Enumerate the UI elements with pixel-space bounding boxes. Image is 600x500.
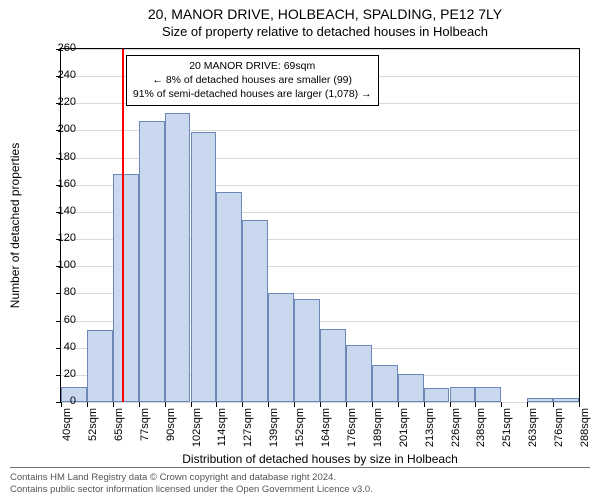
annotation-line3: 91% of semi-detached houses are larger (…: [133, 87, 372, 101]
bar: [139, 121, 165, 402]
license-text: Contains HM Land Registry data © Crown c…: [10, 467, 590, 496]
x-tick-mark: [424, 402, 425, 407]
bar: [165, 113, 191, 402]
x-axis-label: Distribution of detached houses by size …: [60, 452, 580, 466]
y-tick-label: 0: [36, 396, 76, 407]
bar: [475, 387, 501, 402]
bar: [320, 329, 346, 402]
x-tick-label: 102sqm: [191, 408, 203, 458]
plot-area: 20 MANOR DRIVE: 69sqm ← 8% of detached h…: [60, 48, 580, 403]
bar: [113, 174, 139, 402]
x-tick-mark: [450, 402, 451, 407]
x-tick-label: 139sqm: [268, 408, 280, 458]
x-tick-mark: [113, 402, 114, 407]
bar: [294, 299, 320, 402]
x-tick-label: 238sqm: [475, 408, 487, 458]
x-tick-mark: [191, 402, 192, 407]
bar: [450, 387, 476, 402]
y-tick-label: 200: [36, 124, 76, 135]
bar: [527, 398, 553, 402]
y-tick-label: 40: [36, 342, 76, 353]
license-line1: Contains HM Land Registry data © Crown c…: [10, 472, 590, 484]
y-tick-label: 60: [36, 315, 76, 326]
x-tick-mark: [165, 402, 166, 407]
bar: [87, 330, 113, 402]
bar: [216, 192, 242, 402]
y-tick-label: 260: [36, 43, 76, 54]
x-tick-mark: [139, 402, 140, 407]
y-tick-label: 120: [36, 233, 76, 244]
x-tick-label: 114sqm: [216, 408, 228, 458]
x-tick-label: 52sqm: [87, 408, 99, 458]
chart-title-main: 20, MANOR DRIVE, HOLBEACH, SPALDING, PE1…: [60, 6, 590, 22]
x-tick-label: 201sqm: [398, 408, 410, 458]
y-tick-label: 100: [36, 260, 76, 271]
bar: [191, 132, 217, 402]
chart-title-sub: Size of property relative to detached ho…: [60, 24, 590, 39]
x-tick-label: 176sqm: [346, 408, 358, 458]
bar: [242, 220, 268, 402]
x-tick-label: 251sqm: [501, 408, 513, 458]
bar: [372, 365, 398, 402]
x-tick-label: 40sqm: [61, 408, 73, 458]
y-tick-label: 140: [36, 206, 76, 217]
annotation-line1: 20 MANOR DRIVE: 69sqm: [133, 59, 372, 73]
y-axis-label: Number of detached properties: [8, 0, 24, 48]
x-tick-mark: [216, 402, 217, 407]
x-tick-label: 263sqm: [527, 408, 539, 458]
y-tick-label: 160: [36, 179, 76, 190]
x-tick-mark: [475, 402, 476, 407]
x-tick-mark: [268, 402, 269, 407]
bar: [268, 293, 294, 402]
x-tick-mark: [242, 402, 243, 407]
annotation-line2: ← 8% of detached houses are smaller (99): [133, 73, 372, 87]
x-tick-label: 77sqm: [139, 408, 151, 458]
x-tick-mark: [553, 402, 554, 407]
x-tick-label: 276sqm: [553, 408, 565, 458]
x-tick-label: 288sqm: [579, 408, 591, 458]
x-tick-label: 65sqm: [113, 408, 125, 458]
x-tick-mark: [294, 402, 295, 407]
x-tick-label: 226sqm: [450, 408, 462, 458]
y-tick-label: 180: [36, 152, 76, 163]
y-tick-label: 220: [36, 97, 76, 108]
x-tick-label: 152sqm: [294, 408, 306, 458]
y-tick-label: 80: [36, 287, 76, 298]
bar: [398, 374, 424, 403]
bar: [553, 398, 579, 402]
bar: [424, 388, 450, 402]
x-tick-mark: [87, 402, 88, 407]
x-tick-mark: [398, 402, 399, 407]
x-tick-label: 189sqm: [372, 408, 384, 458]
y-tick-label: 240: [36, 70, 76, 81]
x-tick-mark: [346, 402, 347, 407]
bar: [346, 345, 372, 402]
license-line2: Contains public sector information licen…: [10, 484, 590, 496]
x-tick-label: 127sqm: [242, 408, 254, 458]
annotation-box: 20 MANOR DRIVE: 69sqm ← 8% of detached h…: [126, 55, 379, 106]
x-tick-mark: [579, 402, 580, 407]
x-tick-mark: [527, 402, 528, 407]
y-tick-label: 20: [36, 369, 76, 380]
x-tick-mark: [501, 402, 502, 407]
x-tick-label: 90sqm: [165, 408, 177, 458]
figure: 20, MANOR DRIVE, HOLBEACH, SPALDING, PE1…: [0, 0, 600, 500]
x-tick-label: 213sqm: [424, 408, 436, 458]
x-tick-label: 164sqm: [320, 408, 332, 458]
x-tick-mark: [372, 402, 373, 407]
property-marker-line: [122, 49, 124, 402]
x-tick-mark: [320, 402, 321, 407]
